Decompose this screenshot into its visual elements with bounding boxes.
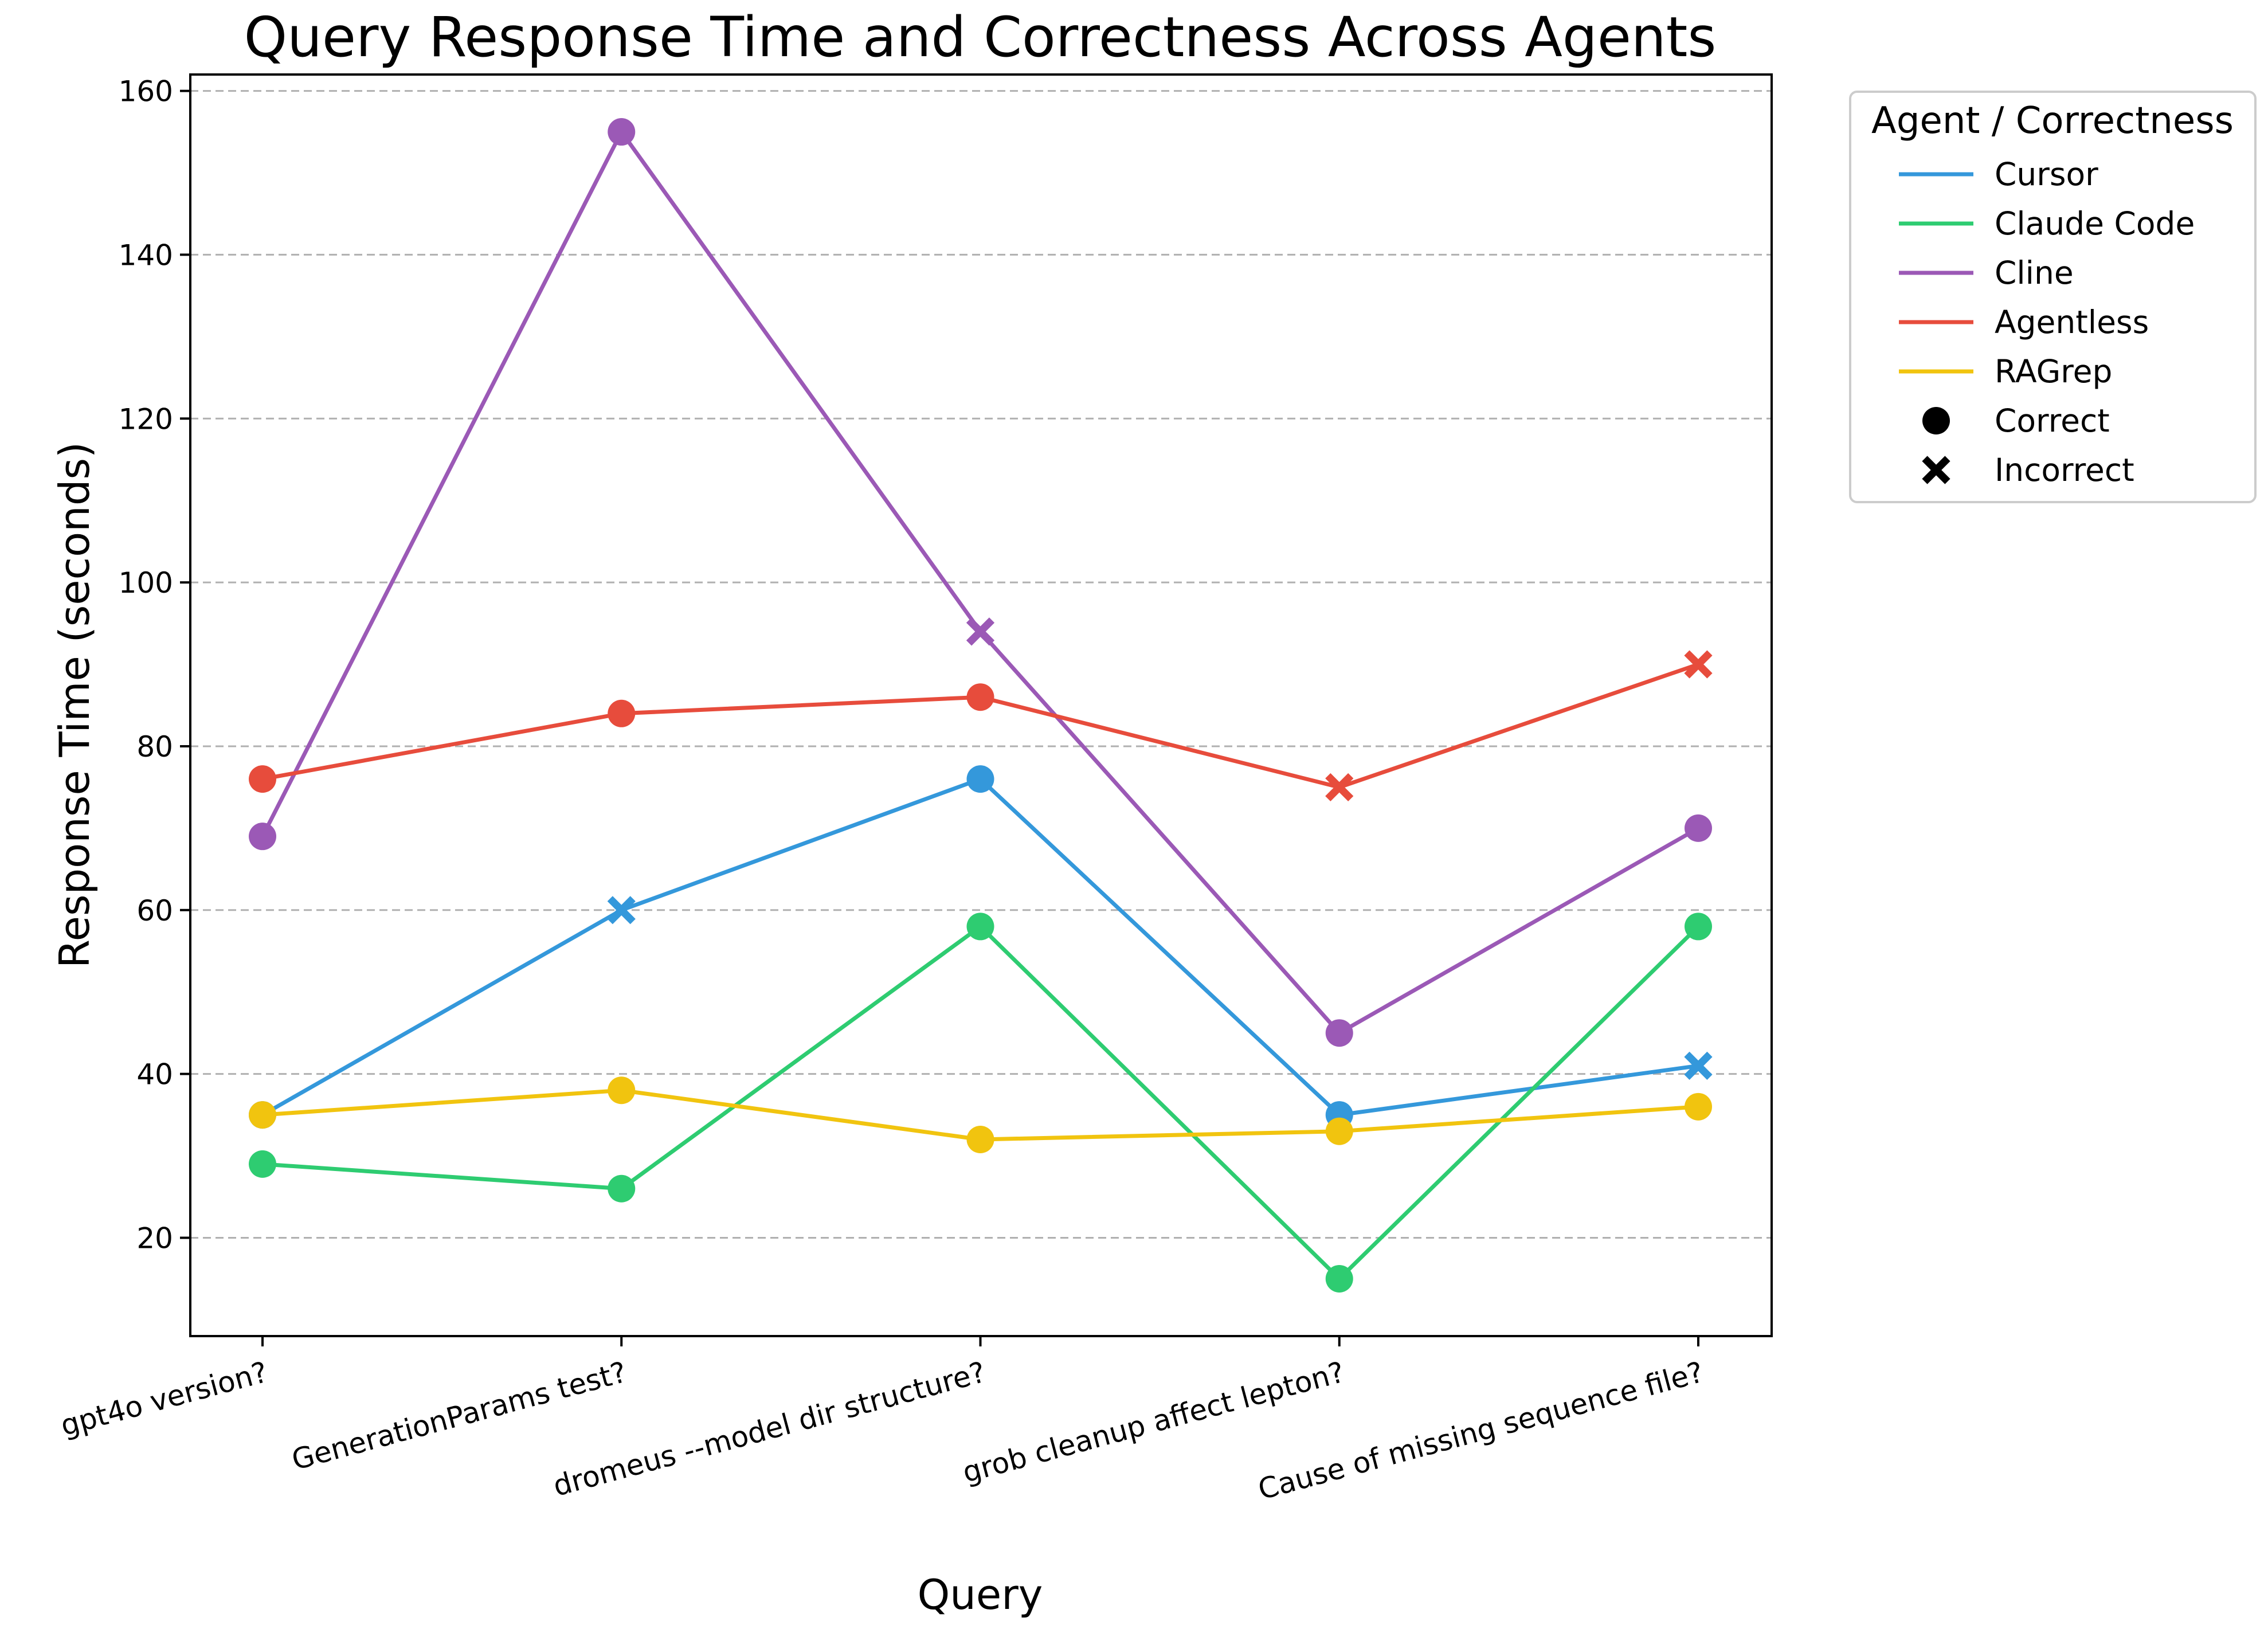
legend-item-claude-code: Claude Code <box>1899 205 2195 242</box>
data-point-claude-code <box>608 1174 636 1203</box>
legend-items: Cursor Claude Code Cline Agentless RAGrep Cor… <box>1899 156 2195 488</box>
data-point-claude-code <box>966 913 994 941</box>
data-point-cline <box>966 617 995 646</box>
grid <box>190 90 1772 1239</box>
series-line-cursor <box>260 777 1701 1117</box>
data-point-cursor <box>1684 1051 1713 1080</box>
y-tick-label: 100 <box>119 566 173 600</box>
data-point-cline <box>1685 814 1712 842</box>
series-line-claude-code <box>260 924 1701 1281</box>
y-tick-label: 160 <box>119 75 173 108</box>
y-tick-label: 120 <box>119 402 173 436</box>
legend-marker-incorrect <box>1922 456 1950 484</box>
legend-item-ragrep: RAGrep <box>1899 353 2112 390</box>
legend-item-agentless: Agentless <box>1899 304 2149 340</box>
data-point-ragrep <box>249 1101 276 1129</box>
legend: Agent / Correctness Cursor Claude Code Cli… <box>1849 91 2257 503</box>
y-tick-label: 80 <box>136 730 173 763</box>
data-point-agentless <box>249 765 276 793</box>
data-point-claude-code <box>1685 913 1712 941</box>
y-axis-label: Response Time (seconds) <box>50 442 99 968</box>
x-tick-label: GenerationParams test? <box>288 1356 630 1477</box>
series-markers <box>249 118 1713 1293</box>
legend-item-cursor: Cursor <box>1899 156 2098 193</box>
data-point-ragrep <box>966 1125 994 1153</box>
data-point-agentless <box>608 699 636 727</box>
legend-item-cline: Cline <box>1899 254 2074 291</box>
legend-label: Agentless <box>1995 304 2149 340</box>
legend-item-incorrect: Incorrect <box>1922 452 2134 488</box>
data-point-cursor <box>607 896 636 925</box>
data-point-agentless <box>1325 773 1354 802</box>
data-point-agentless <box>966 683 994 711</box>
legend-title: Agent / Correctness <box>1871 100 2234 142</box>
legend-label: Claude Code <box>1995 205 2195 242</box>
y-tick-label: 40 <box>136 1058 173 1091</box>
data-point-cline <box>608 118 636 146</box>
legend-label: Correct <box>1995 402 2110 439</box>
data-point-cline <box>249 823 276 851</box>
legend-label: RAGrep <box>1995 353 2112 390</box>
x-axis: gpt4o version? GenerationParams test?drom… <box>57 1336 1707 1506</box>
data-point-ragrep <box>1685 1092 1712 1121</box>
data-point-claude-code <box>1325 1264 1353 1293</box>
legend-box <box>1849 91 2257 503</box>
data-point-agentless <box>1684 650 1713 679</box>
y-axis: 20 40 60 80 100 120 140 160 <box>119 75 190 1255</box>
chart-title: Query Response Time and Correctness Acro… <box>244 5 1717 69</box>
y-tick-label: 140 <box>119 238 173 272</box>
x-tick-label: gpt4o version? <box>57 1356 271 1443</box>
y-tick-label: 60 <box>136 894 173 927</box>
legend-marker-correct <box>1922 407 1950 434</box>
data-point-ragrep <box>608 1076 636 1105</box>
legend-label: Incorrect <box>1995 452 2134 488</box>
data-point-ragrep <box>1325 1117 1353 1145</box>
data-point-cursor <box>966 765 994 793</box>
x-axis-label: Query <box>918 1571 1043 1619</box>
legend-label: Cursor <box>1995 156 2098 193</box>
legend-label: Cline <box>1995 254 2074 291</box>
y-tick-label: 20 <box>136 1221 173 1255</box>
legend-item-correct: Correct <box>1922 402 2110 439</box>
data-point-cline <box>1325 1019 1353 1047</box>
data-point-claude-code <box>249 1150 276 1178</box>
